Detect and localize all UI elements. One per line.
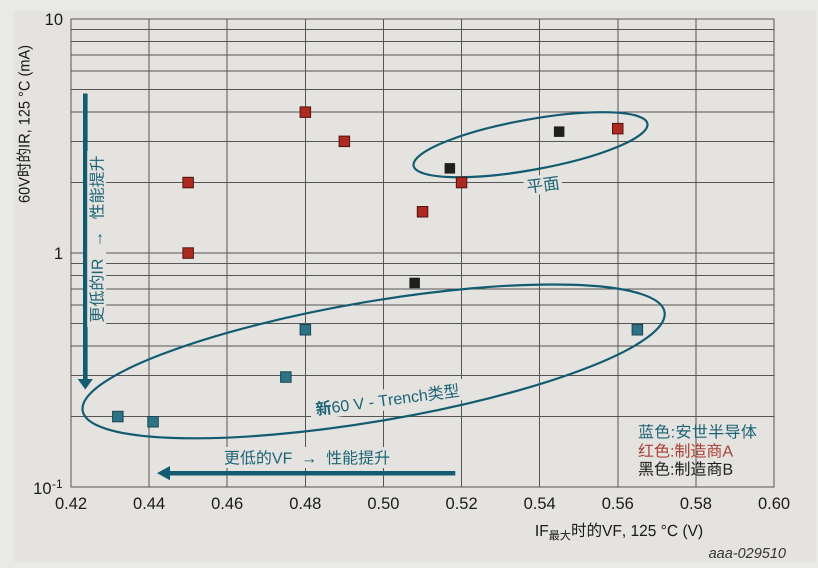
svg-text:10: 10 [45,11,63,29]
svg-text:0.44: 0.44 [133,495,165,513]
svg-text:aaa-029510: aaa-029510 [709,546,786,562]
svg-text:0.42: 0.42 [55,495,87,513]
svg-text:0.54: 0.54 [524,495,556,513]
svg-text:1: 1 [54,245,63,263]
svg-text:0.56: 0.56 [602,495,634,513]
svg-text:0.46: 0.46 [211,495,243,513]
svg-text:-1: -1 [52,477,63,491]
svg-text:0.48: 0.48 [289,495,321,513]
svg-text:0.60: 0.60 [758,495,790,513]
svg-text:10: 10 [33,480,51,498]
svg-text:0.50: 0.50 [367,495,399,513]
svg-text:0.52: 0.52 [446,495,478,513]
svg-text:0.58: 0.58 [680,495,712,513]
